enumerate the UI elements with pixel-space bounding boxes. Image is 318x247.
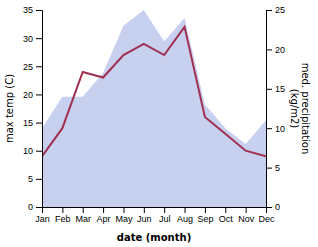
x-axis: Jan Feb Mar Apr May Jun Jul Aug Sep Oct NovDec: [35, 207, 275, 224]
tick: 20: [23, 90, 42, 100]
tick-mark: [266, 89, 272, 90]
tick-mark: [36, 10, 42, 11]
y-axis: 0 5 10 15 20 25 30 35: [23, 5, 43, 212]
tick: 20: [266, 45, 285, 55]
tick-mark: [83, 207, 84, 213]
tick-label: Jun: [137, 214, 152, 224]
tick-mark: [225, 207, 226, 213]
tick-mark: [36, 179, 42, 180]
tick-mark: [164, 207, 165, 213]
tick: 5: [266, 163, 280, 173]
tick-label: Sep: [197, 214, 213, 224]
tick: 10: [23, 146, 42, 156]
tick-label: Mar: [75, 214, 91, 224]
tick: 0: [28, 202, 42, 212]
tick: Jul: [159, 207, 171, 224]
tick: Nov: [238, 207, 255, 224]
tick: Mar: [75, 207, 91, 224]
tick-mark: [36, 123, 42, 124]
tick-label: Jul: [159, 214, 171, 224]
tick-label: Aug: [177, 214, 193, 224]
tick-mark: [185, 207, 186, 213]
tick-label: 10: [275, 124, 285, 134]
tick-mark: [103, 207, 104, 213]
tick-label: 35: [23, 5, 33, 15]
tick: Aug: [177, 207, 193, 224]
tick-label: 0: [275, 202, 280, 212]
line: [42, 27, 266, 156]
tick-mark: [36, 66, 42, 67]
tick-label: 20: [23, 90, 33, 100]
tick-mark: [123, 207, 124, 213]
label-line: (kg/m2): [289, 89, 300, 129]
tick: 15: [266, 84, 285, 94]
tick-label: 5: [28, 174, 33, 184]
tick-mark: [246, 207, 247, 213]
tick-label: Feb: [55, 214, 71, 224]
tick-mark: [144, 207, 145, 213]
tick-mark: [266, 207, 272, 208]
plot: JanFebMarAprMayJunJulAugSepOctNovDec0510…: [23, 5, 285, 224]
tick-mark: [36, 94, 42, 95]
tick: 25: [23, 62, 42, 72]
y2-axis: 0 5 10 15 20 25: [266, 5, 285, 212]
tick: 35: [23, 5, 42, 15]
marks: [42, 10, 266, 207]
tick-label: 15: [275, 84, 285, 94]
tick: Dec: [258, 207, 275, 224]
tick: Oct: [219, 207, 234, 224]
tick-label: Apr: [97, 214, 111, 224]
tick-mark: [62, 207, 63, 213]
tick-mark: [266, 128, 272, 129]
axis-line: [267, 11, 273, 208]
tick-mark: [205, 207, 206, 213]
y-axis-label: max temp (C): [4, 74, 15, 143]
tick: May: [115, 207, 133, 224]
tick-label: 0: [28, 202, 33, 212]
y2-axis-label: med. precipitation(kg/m2): [289, 63, 311, 155]
tick-label: Nov: [238, 214, 255, 224]
tick-label: May: [115, 214, 133, 224]
tick: Sep: [197, 207, 213, 224]
tick-mark: [266, 168, 272, 169]
tick-label: 15: [23, 118, 33, 128]
tick: 30: [23, 34, 42, 44]
tick: 25: [266, 5, 285, 15]
tick-label: Dec: [258, 214, 275, 224]
tick: Jun: [137, 207, 152, 224]
tick-label: 30: [23, 34, 33, 44]
tick: 0: [266, 202, 280, 212]
tick-mark: [266, 10, 272, 11]
tick-label: Jan: [35, 214, 50, 224]
tick: Apr: [97, 207, 111, 224]
x-axis-label: date (month): [117, 232, 191, 243]
tick-label: 10: [23, 146, 33, 156]
tick-label: 25: [23, 62, 33, 72]
tick: 10: [266, 124, 285, 134]
tick: 5: [28, 174, 42, 184]
label-line: med. precipitation: [300, 63, 311, 155]
chart: JanFebMarAprMayJunJulAugSepOctNovDec0510…: [0, 0, 318, 247]
area: [42, 10, 266, 207]
axis-line: [36, 11, 43, 208]
tick-mark: [36, 151, 42, 152]
axis-line: [43, 208, 267, 214]
tick-mark: [36, 38, 42, 39]
tick-label: 5: [275, 163, 280, 173]
tick: 15: [23, 118, 42, 128]
tick-mark: [266, 49, 272, 50]
tick: Jan: [35, 207, 50, 224]
tick-label: Oct: [219, 214, 234, 224]
tick-mark: [36, 207, 42, 208]
tick: Feb: [55, 207, 71, 224]
tick-label: 25: [275, 5, 285, 15]
tick-label: 20: [275, 45, 285, 55]
